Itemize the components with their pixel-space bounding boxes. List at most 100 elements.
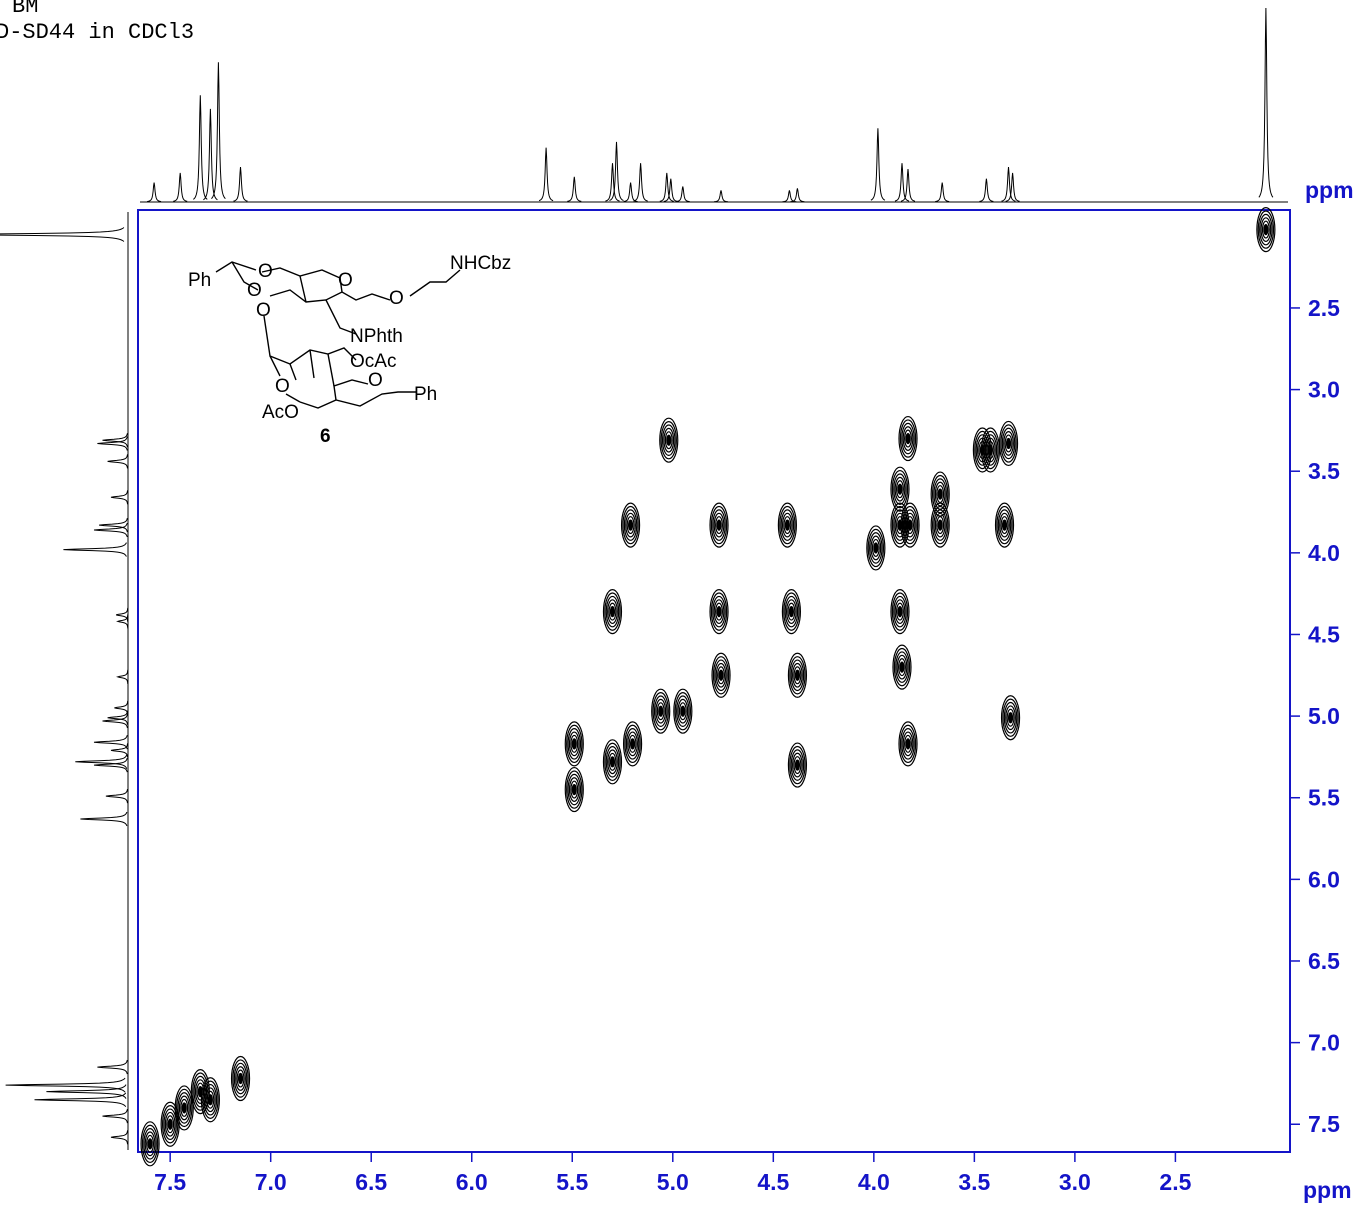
cross-peak [174,1085,194,1131]
contour [1001,427,1016,460]
contour [712,509,726,541]
contour [622,721,643,767]
contour [788,606,795,618]
contour [1256,206,1276,253]
top-projection-peak [1005,172,1020,202]
contour [658,705,664,717]
contour [141,1124,159,1164]
contour [777,502,797,548]
x-tick-label: 4.0 [858,1169,890,1195]
cross-peak [787,652,808,698]
contour [178,1095,190,1121]
structure-label: O [368,370,383,391]
contour [905,738,911,750]
contour [937,519,943,531]
chart-subtitle: D-SD44 in CDCl3 [0,20,194,45]
structure-label: NPhth [350,326,403,347]
structure-label: NHCbz [450,253,511,274]
contour [897,658,906,677]
cross-peak [998,420,1019,467]
contour [678,702,687,721]
contour [620,502,641,548]
contour [936,485,945,504]
top-projection-peak [935,182,950,202]
contour [717,666,726,685]
structure-label: Ph [188,270,211,291]
contour [718,669,724,681]
contour [626,516,635,535]
contour [713,512,725,538]
top-projection-peak [623,182,638,202]
cross-peak [930,502,950,548]
left-projection-peak [0,227,125,242]
contour [609,756,616,768]
top-projection-peak [538,147,554,202]
contour [174,1085,194,1131]
left-projection-peak [102,433,128,448]
contour [651,688,671,734]
contour [712,595,726,628]
left-projection-peak [46,1084,127,1099]
contour [890,589,910,635]
cross-peak [709,589,729,635]
contour [907,519,913,531]
left-projection-peak [110,490,129,505]
contour [1003,701,1018,734]
contour [985,437,996,463]
contour [568,731,580,757]
contour [904,734,913,753]
contour [901,728,915,760]
y-tick-label: 2.5 [1308,295,1340,321]
top-projection-peak [192,95,208,200]
contour [870,535,882,561]
y-tick-label: 5.0 [1308,703,1340,729]
contour [934,512,946,538]
contour [895,480,904,499]
structure-label: 6 [320,426,331,447]
contour [786,599,797,625]
contour [177,1092,192,1124]
contour [164,1111,176,1137]
top-projection-peak [870,128,886,201]
top-projection-peak [633,163,648,202]
left-projection-peak [107,454,128,469]
cross-peak [787,742,808,788]
contour [625,728,640,760]
contour [674,692,692,731]
contour [237,1072,244,1085]
x-tick-label: 3.5 [958,1169,990,1195]
cross-peak [930,471,950,517]
left-projection-peak [5,1077,126,1093]
contour [677,698,689,724]
contour [602,589,623,635]
left-projection-peak [97,1059,128,1075]
top-projection-peak [609,141,624,202]
contour [787,742,808,788]
contour [789,656,806,695]
contour [653,695,668,728]
contour [710,592,728,631]
contour [987,444,994,456]
contour [793,666,802,685]
contour [656,702,665,721]
contour [1000,516,1009,535]
contour [936,516,945,535]
left-projection-peak [75,754,128,769]
contour [895,651,909,683]
contour [200,1077,220,1123]
contour [902,731,914,757]
cross-peak [673,688,693,734]
contour [659,417,679,463]
left-projection-peak [105,789,128,804]
contour [933,509,947,541]
contour [904,429,913,448]
contour [181,1102,187,1114]
contour [709,502,729,548]
contour [780,509,795,541]
cross-peak [620,502,641,548]
y-tick-label: 3.0 [1308,377,1340,403]
contour [781,512,793,538]
contour [896,654,908,680]
contour [899,661,905,673]
